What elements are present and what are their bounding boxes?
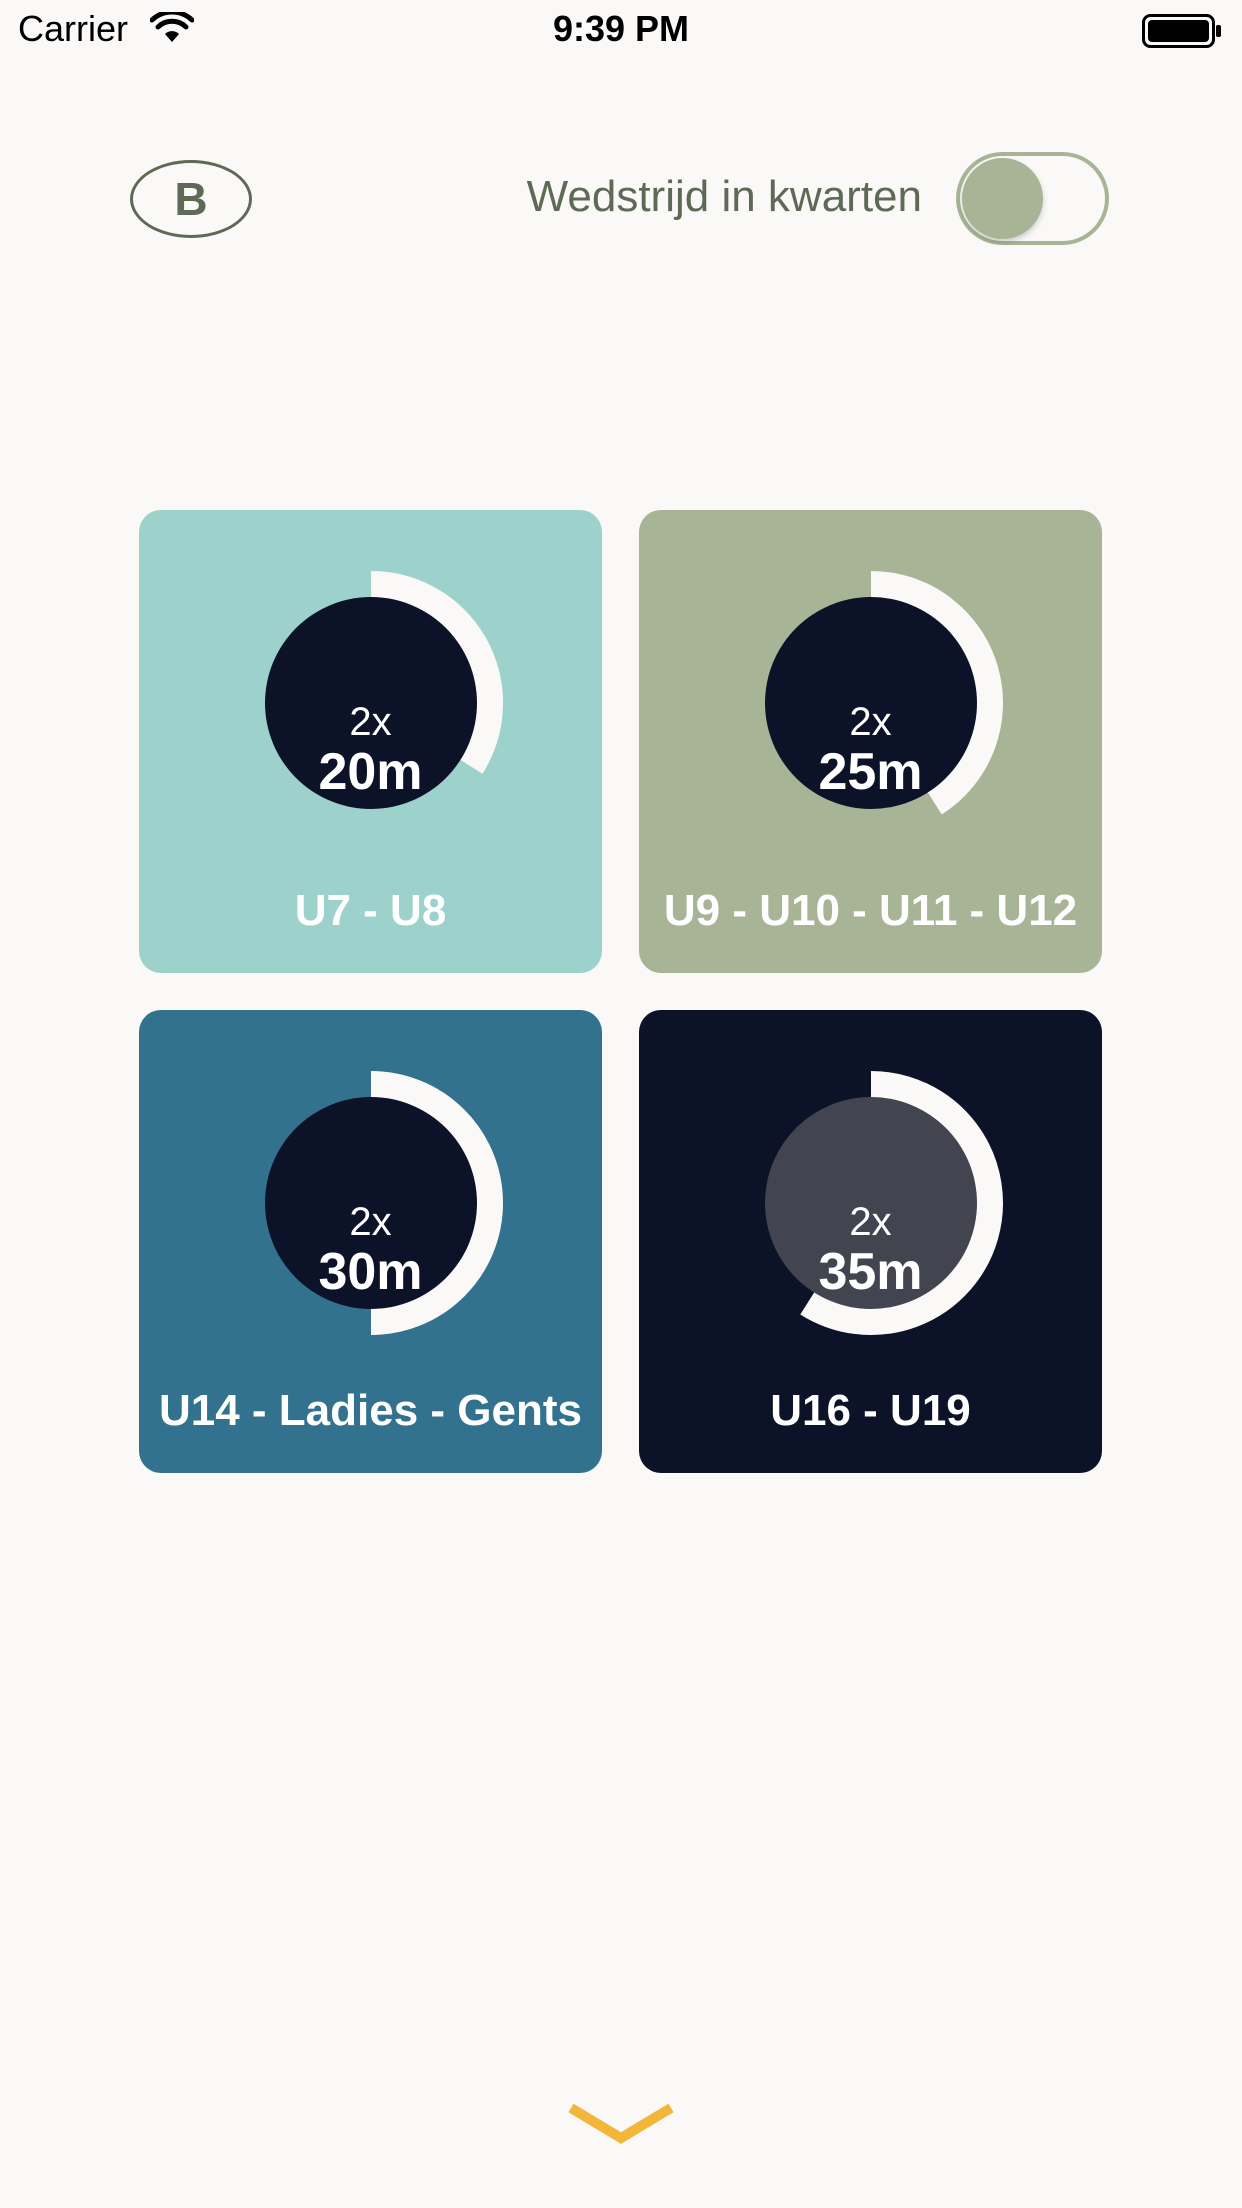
half-duration: 25m xyxy=(818,743,923,801)
team-badge[interactable]: B xyxy=(130,160,252,238)
quarters-toggle-label: Wedstrijd in kwarten xyxy=(526,172,922,221)
timer-circle xyxy=(765,597,977,809)
tile-u9-u12[interactable]: 2x 25m U9 - U10 - U11 - U12 xyxy=(639,510,1102,973)
half-duration: 20m xyxy=(318,743,423,801)
half-count: 2x xyxy=(349,700,392,744)
carrier-label: Carrier xyxy=(18,8,129,49)
timer-circle xyxy=(265,1097,477,1309)
age-group-label: U9 - U10 - U11 - U12 xyxy=(663,886,1078,935)
toggle-knob[interactable] xyxy=(962,158,1043,239)
status-bar: Carrier 9:39 PM xyxy=(0,0,1242,62)
timer-circle xyxy=(765,1097,977,1309)
age-group-label: U16 - U19 xyxy=(770,1386,971,1435)
timer-circle xyxy=(265,597,477,809)
quarters-toggle[interactable] xyxy=(956,152,1109,245)
half-duration: 30m xyxy=(318,1243,423,1301)
chevron-down-icon[interactable] xyxy=(565,2100,677,2153)
progress-arc xyxy=(800,1071,1003,1335)
wifi-icon xyxy=(149,9,195,51)
timer-ring xyxy=(265,1071,503,1335)
half-count: 2x xyxy=(849,700,892,744)
tile-u14-ladies-gents[interactable]: 2x 30m U14 - Ladies - Gents xyxy=(139,1010,602,1473)
tile-u16-u19[interactable]: 2x 35m U16 - U19 xyxy=(639,1010,1102,1473)
team-badge-letter: B xyxy=(174,173,208,225)
half-count: 2x xyxy=(849,1200,892,1244)
progress-arc xyxy=(370,571,503,774)
status-time: 9:39 PM xyxy=(552,8,690,49)
tile-u7-u8[interactable]: 2x 20m U7 - U8 xyxy=(139,510,602,973)
age-group-label: U14 - Ladies - Gents xyxy=(158,1386,582,1435)
timer-ring xyxy=(765,1071,1003,1335)
timer-ring xyxy=(765,571,1003,815)
timer-ring xyxy=(265,571,503,809)
half-count: 2x xyxy=(349,1200,392,1244)
progress-arc xyxy=(870,571,1003,815)
progress-arc xyxy=(370,1071,503,1335)
half-duration: 35m xyxy=(818,1243,923,1301)
age-group-label: U7 - U8 xyxy=(294,886,447,935)
battery-icon xyxy=(1142,14,1222,53)
